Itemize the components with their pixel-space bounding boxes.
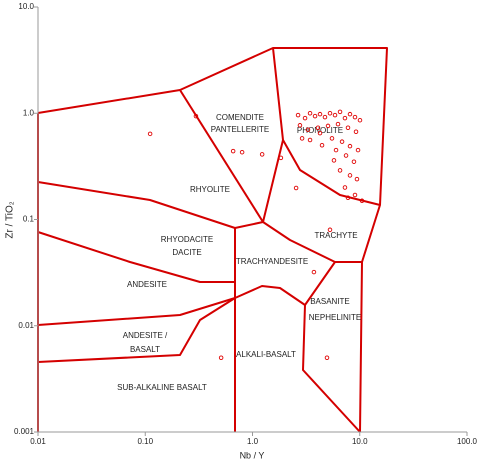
- point: [278, 155, 284, 161]
- point: [339, 139, 345, 144]
- field-label: NEPHELINITE: [309, 313, 361, 322]
- point: [327, 110, 333, 116]
- point: [327, 227, 333, 233]
- point: [345, 195, 351, 201]
- point: [297, 123, 303, 128]
- point: [355, 147, 361, 153]
- point: [193, 113, 199, 119]
- y-tick-label: 0.1: [23, 215, 35, 224]
- point: [325, 123, 331, 129]
- point: [333, 147, 339, 153]
- point: [239, 149, 245, 155]
- point: [324, 355, 330, 360]
- point: [352, 114, 358, 120]
- point: [293, 185, 299, 191]
- field-label: COMENDITE: [216, 113, 264, 122]
- point: [332, 112, 338, 118]
- point: [218, 355, 224, 360]
- point: [307, 110, 313, 116]
- point: [317, 111, 323, 117]
- point: [351, 159, 357, 164]
- field-label: PHONOLITE: [297, 126, 343, 135]
- point: [311, 269, 317, 275]
- point: [329, 136, 335, 141]
- y-tick-label: 0.01: [18, 321, 34, 330]
- point: [331, 158, 337, 163]
- field-label: BASALT: [130, 345, 160, 354]
- point: [354, 176, 360, 182]
- point: [342, 185, 348, 190]
- x-tick-label: 0.10: [137, 437, 153, 446]
- x-tick-label: 1.0: [247, 437, 259, 446]
- point: [347, 173, 353, 178]
- point: [345, 125, 351, 131]
- point: [335, 121, 341, 127]
- point: [315, 125, 321, 131]
- field-label: PANTELLERITE: [211, 125, 270, 134]
- x-axis-label: Nb / Y: [240, 450, 265, 460]
- field-label: ALKALI-BASALT: [236, 350, 296, 359]
- point: [353, 129, 359, 134]
- field-label: DACITE: [172, 248, 201, 257]
- point: [342, 115, 348, 121]
- point: [259, 152, 265, 157]
- point: [359, 198, 365, 204]
- y-tick-label: 10.0: [18, 2, 34, 11]
- point: [347, 143, 353, 149]
- point: [147, 131, 153, 137]
- point: [307, 137, 313, 143]
- point: [337, 109, 343, 115]
- field-label: ANDESITE /: [123, 331, 168, 340]
- field-label: TRACHYANDESITE: [236, 257, 308, 266]
- x-tick-label: 100.0: [457, 437, 478, 446]
- point: [312, 113, 318, 119]
- y-tick-label: 1.0: [23, 108, 35, 117]
- field-label: SUB-ALKALINE BASALT: [117, 383, 207, 392]
- field-label: TRACHYTE: [314, 231, 357, 240]
- x-tick-label: 0.01: [30, 437, 46, 446]
- field-label: RHYODACITE: [161, 235, 213, 244]
- point: [352, 192, 358, 198]
- point: [322, 114, 328, 120]
- point: [347, 111, 353, 117]
- field-label: RHYOLITE: [190, 185, 230, 194]
- point: [317, 130, 323, 136]
- point: [295, 112, 301, 118]
- point: [299, 136, 305, 141]
- point: [230, 148, 236, 154]
- y-tick-label: 0.001: [14, 427, 35, 436]
- point: [343, 153, 349, 158]
- field-label: BASANITE: [310, 297, 350, 306]
- point: [337, 168, 343, 173]
- y-axis-label: Zr / TiO₂: [5, 201, 16, 238]
- point: [305, 127, 311, 132]
- point: [319, 142, 325, 148]
- field-label: ANDESITE: [127, 280, 167, 289]
- point: [357, 117, 363, 123]
- point: [302, 115, 308, 121]
- x-tick-label: 10.0: [352, 437, 368, 446]
